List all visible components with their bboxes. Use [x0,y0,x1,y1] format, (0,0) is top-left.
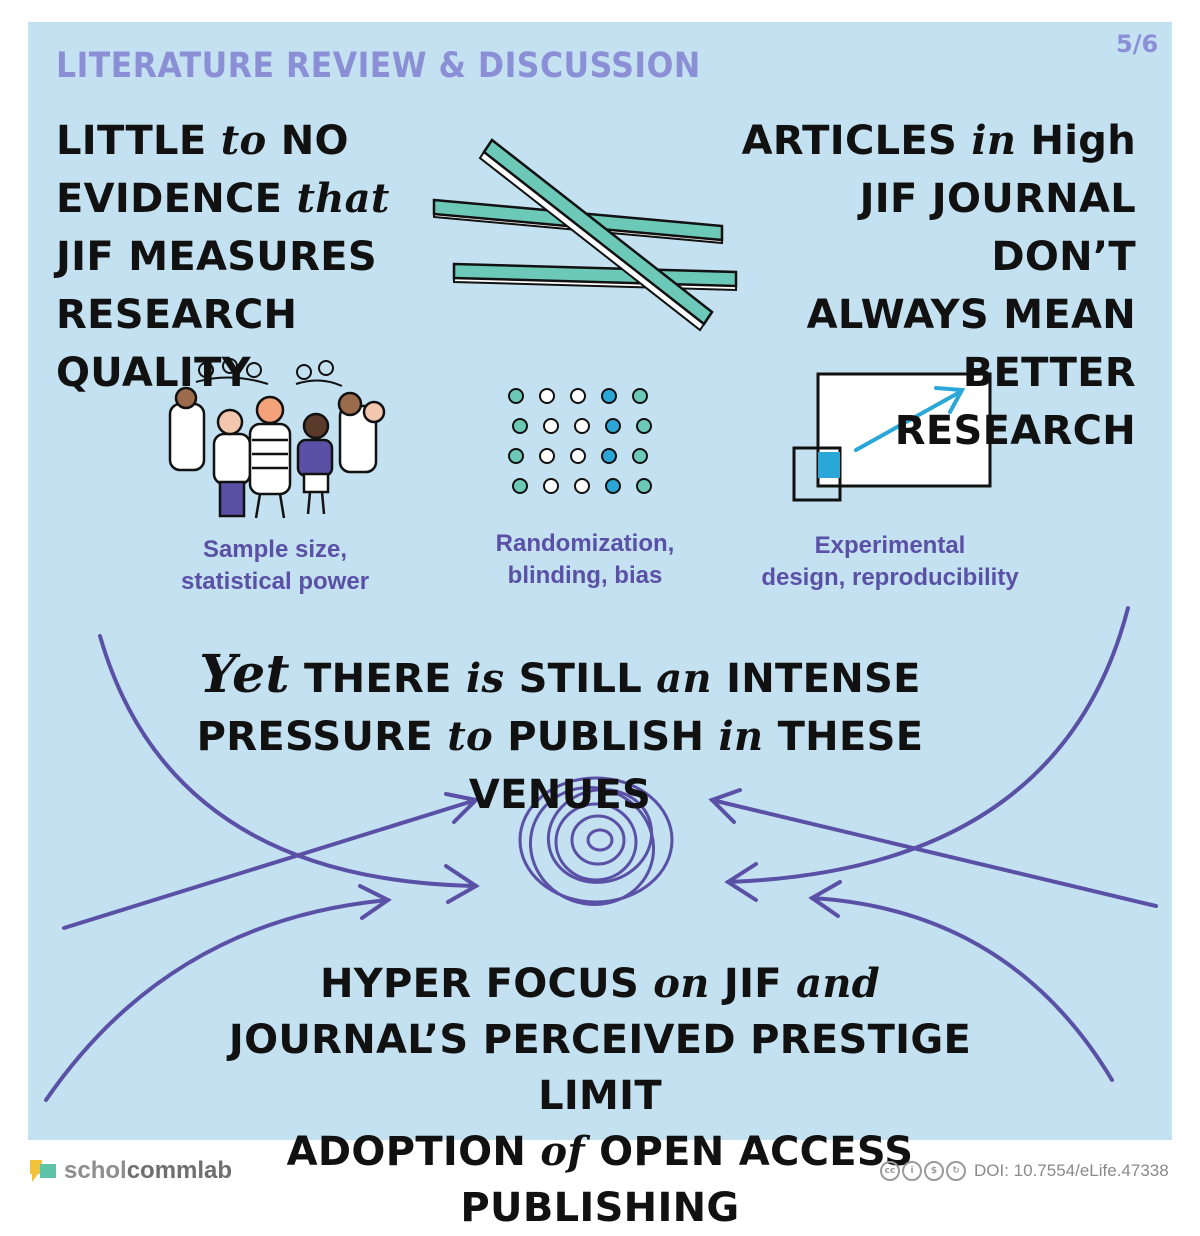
caption-randomization: Randomization, blinding, bias [495,530,675,589]
arc-arrow-left [98,634,478,888]
doi-link[interactable]: DOI: 10.7554/eLife.47338 [974,1161,1169,1180]
cc-icon: cc [880,1161,900,1181]
dot [543,478,559,494]
arc-arrow-right [726,606,1130,884]
dot [570,388,586,404]
brand-name: scholcommlab [64,1157,233,1184]
dot [574,478,590,494]
curve-arrow-bottom-right [810,896,1114,1082]
conclusion-statement: HYPER FOCUS on JIF and JOURNAL’S PERCEIV… [228,960,972,1231]
speech-bubble-icon [30,1160,56,1182]
left-claim: LITTLE to NO EVIDENCE that JIF MEASURES … [56,117,390,396]
dot [570,448,586,464]
scholcommlab-logo[interactable]: scholcommlab [30,1156,232,1186]
dot [512,418,528,434]
dot [508,448,524,464]
section-title: LITERATURE REVIEW & DISCUSSION [56,46,701,86]
dots-grid-icon [508,388,652,494]
dot [605,418,621,434]
curve-arrow-bottom-left [44,898,390,1102]
converging-arrows [44,606,1158,1102]
dot [632,388,648,404]
infographic-panel [28,22,1172,1140]
caption-sample-size: Sample size, statistical power [180,536,370,595]
by-icon: i [902,1161,922,1181]
right-claim: ARTICLES in High JIF JOURNAL DON’T ALWAY… [741,117,1136,454]
dot [601,448,617,464]
line-arrow-right [710,798,1158,908]
dot [605,478,621,494]
caption-experimental-design: Experimental design, reproducibility [761,532,1019,591]
dot [601,388,617,404]
dot [574,418,590,434]
line-arrow-left [62,798,478,930]
scribble-knot-icon [518,776,674,906]
dot [539,448,555,464]
dot [636,418,652,434]
people-crowd-icon [168,358,386,519]
nc-icon: $ [924,1161,944,1181]
dot [636,478,652,494]
sa-icon: ↻ [946,1161,966,1181]
not-equal-icon [432,138,738,332]
license-and-doi: cc i $ ↻ DOI: 10.7554/eLife.47338 [880,1158,1169,1184]
dot [508,388,524,404]
cc-license-icons[interactable]: cc i $ ↻ [880,1161,966,1181]
dot [512,478,528,494]
dot [632,448,648,464]
page-number: 5/6 [1116,30,1159,58]
chart-arrow-icon [792,372,992,502]
illustration-layer [44,138,1158,1102]
pressure-statement: Yet THERE is STILL an INTENSE PRESSURE t… [196,644,924,819]
dot [539,388,555,404]
dot [543,418,559,434]
